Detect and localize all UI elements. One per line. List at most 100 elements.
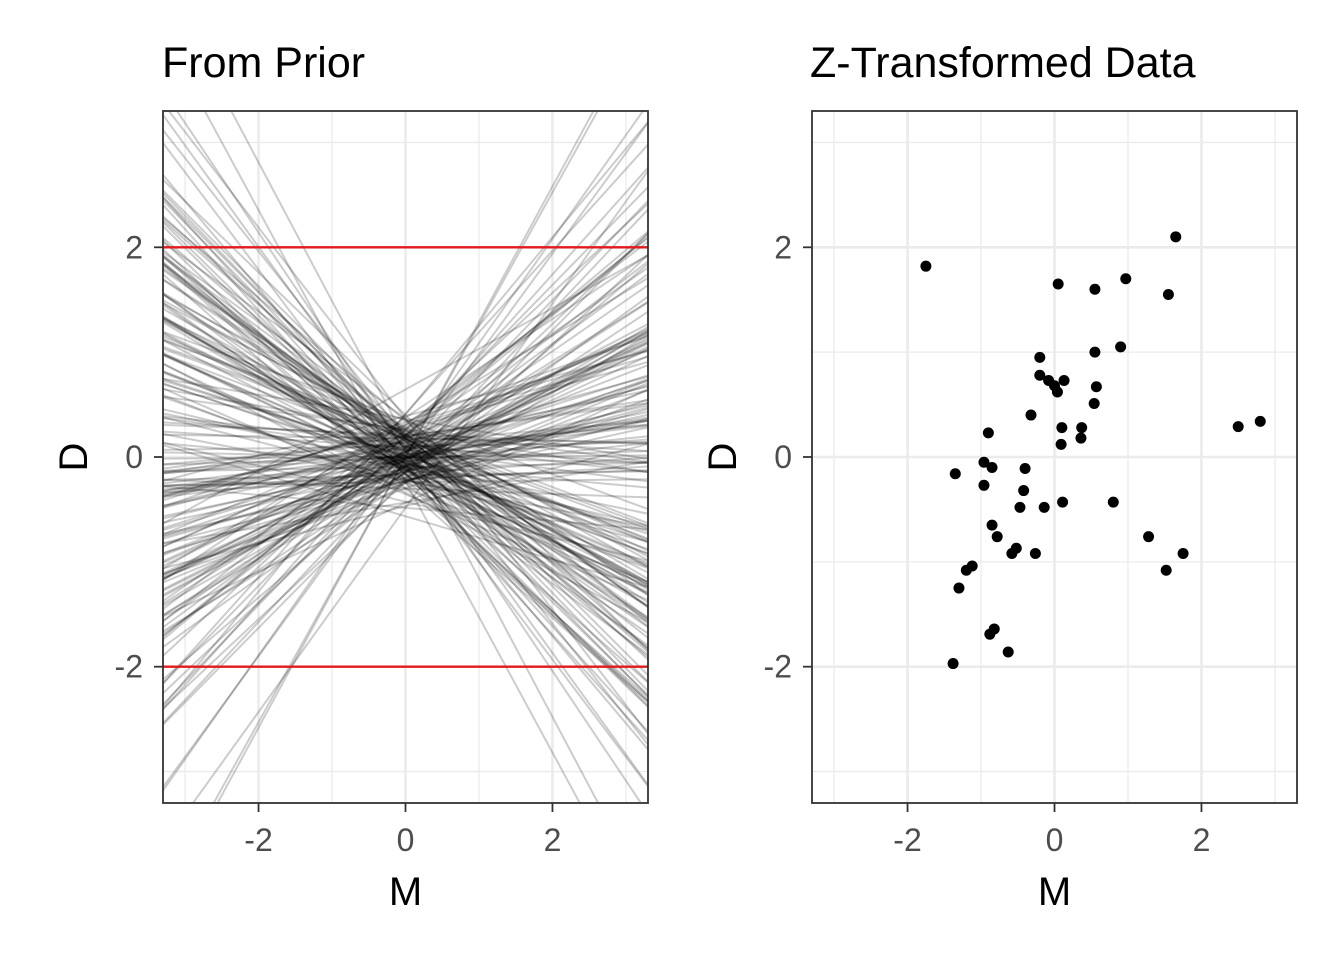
- prior-line: [163, 430, 648, 464]
- prior-line: [163, 319, 648, 584]
- y-axis-ticks: -2 0 2: [115, 229, 163, 685]
- prior-line: [163, 263, 648, 702]
- prior-line: [163, 310, 648, 635]
- prior-line: [163, 354, 648, 567]
- prior-line: [163, 385, 648, 507]
- x-tick-label: -2: [244, 822, 272, 858]
- prior-line: [163, 408, 648, 527]
- prior-line: [163, 347, 648, 592]
- prior-line: [163, 254, 648, 658]
- prior-line: [163, 254, 648, 710]
- prior-line: [163, 416, 648, 493]
- data-point: [1018, 485, 1030, 497]
- prior-line: [163, 295, 648, 648]
- prior-line: [163, 444, 648, 589]
- prior-line: [163, 277, 648, 570]
- prior-line: [163, 423, 648, 445]
- prior-line: [163, 279, 648, 604]
- prior-line: [163, 333, 648, 536]
- prior-line: [212, 111, 599, 803]
- data-point: [1254, 415, 1266, 427]
- data-point: [949, 468, 961, 480]
- data-point: [984, 628, 996, 640]
- prior-line: [163, 317, 648, 552]
- prior-line: [163, 255, 648, 684]
- prior-line: [163, 388, 648, 618]
- prior-line: [163, 379, 648, 533]
- prior-line: [163, 293, 648, 562]
- x-axis-ticks: -2 0 2: [244, 803, 561, 858]
- data-point: [1034, 351, 1046, 363]
- prior-line: [163, 284, 648, 622]
- prior-line: [163, 388, 648, 474]
- prior-line: [163, 442, 648, 489]
- prior-line: [163, 383, 648, 543]
- prior-line: [163, 331, 648, 548]
- x-tick-label: 0: [397, 822, 415, 858]
- y-tick-label: -2: [115, 649, 143, 685]
- prior-line: [163, 374, 648, 530]
- prior-line: [163, 262, 648, 649]
- y-tick-label: 0: [774, 439, 792, 475]
- prior-line: [163, 421, 648, 452]
- data-point: [920, 260, 932, 272]
- prior-line: [163, 266, 648, 602]
- data-point: [1019, 463, 1031, 475]
- prior-line: [163, 362, 648, 623]
- prior-line: [163, 485, 648, 531]
- data-point: [1056, 422, 1068, 434]
- data-point: [986, 519, 998, 531]
- y-tick-label: -2: [764, 649, 792, 685]
- prior-line: [163, 347, 648, 531]
- prior-line: [163, 423, 648, 473]
- prior-line: [230, 111, 600, 803]
- prior-line: [163, 416, 648, 543]
- prior-line: [163, 129, 648, 746]
- prior-line: [163, 262, 648, 621]
- prior-line: [163, 337, 648, 541]
- prior-line: [163, 375, 648, 510]
- prior-line: [163, 174, 648, 751]
- prior-line: [163, 345, 648, 575]
- prior-line: [167, 111, 648, 735]
- prior-line: [163, 122, 648, 788]
- panel-from-prior: From Prior -2 0 2 -2 0 2 M D: [52, 39, 649, 914]
- prior-line: [163, 379, 648, 537]
- y-tick-label: 2: [125, 229, 143, 265]
- prior-line: [163, 264, 648, 628]
- prior-line: [163, 256, 648, 639]
- prior-line: [163, 404, 648, 520]
- prior-line: [163, 345, 648, 527]
- x-tick-label: -2: [893, 822, 921, 858]
- prior-line: [163, 260, 648, 699]
- prior-line: [163, 340, 648, 581]
- prior-line: [163, 219, 648, 650]
- data-point: [947, 658, 959, 670]
- prior-line: [163, 330, 648, 511]
- y-axis-ticks: -2 0 2: [764, 229, 812, 685]
- prior-line: [163, 315, 648, 621]
- prior-line: [163, 332, 648, 586]
- prior-line: [163, 111, 645, 792]
- data-point: [1090, 381, 1102, 393]
- prior-line: [163, 363, 648, 595]
- prior-line: [163, 196, 648, 733]
- data-point: [1014, 501, 1026, 513]
- prior-line: [163, 478, 648, 499]
- prior-line: [163, 179, 648, 652]
- prior-line: [163, 412, 648, 515]
- prior-line: [163, 419, 648, 466]
- prior-line: [163, 395, 648, 463]
- x-axis-ticks: -2 0 2: [893, 803, 1210, 858]
- data-point: [978, 479, 990, 491]
- prior-line: [163, 254, 648, 525]
- x-tick-label: 0: [1046, 822, 1064, 858]
- prior-line: [163, 382, 648, 584]
- prior-line: [163, 355, 648, 499]
- prior-line: [163, 451, 648, 464]
- data-point: [1115, 341, 1127, 353]
- x-axis-title: M: [1038, 870, 1071, 914]
- prior-line: [163, 253, 648, 582]
